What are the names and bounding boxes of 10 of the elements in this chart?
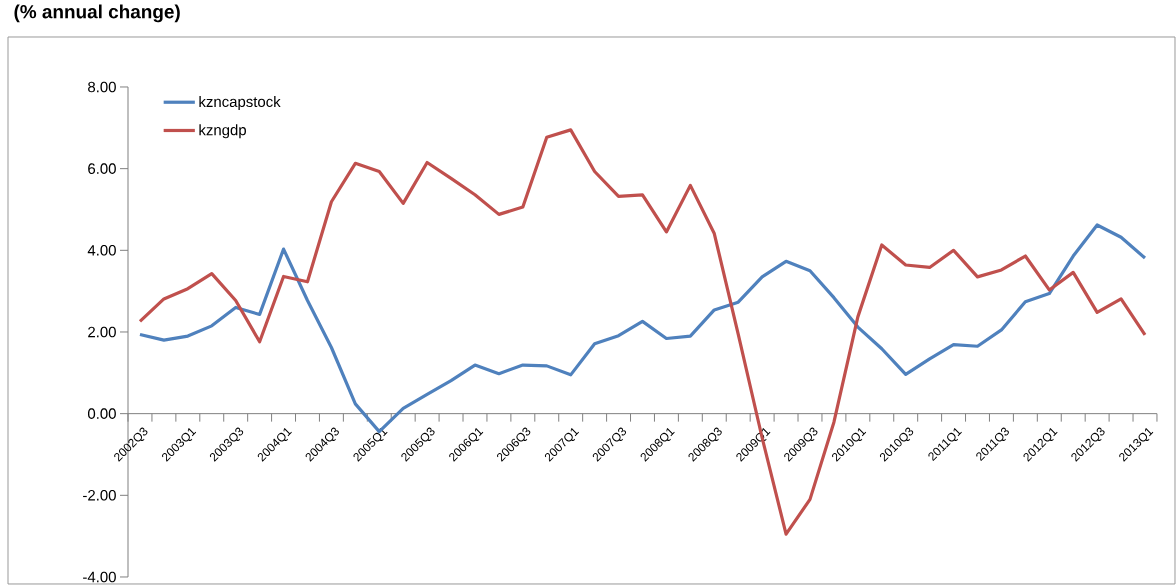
- y-tick-label: 2.00: [88, 326, 116, 338]
- y-tick-label: -2.00: [83, 490, 116, 501]
- legend-label: kzngdp: [199, 124, 246, 139]
- chart-title: (% annual change): [14, 4, 180, 23]
- y-tick-label: 0.00: [87, 408, 116, 420]
- y-tick-label: 8.00: [88, 81, 116, 93]
- legend-label: kzncapstock: [199, 96, 281, 111]
- y-tick-label: 4.00: [87, 245, 116, 256]
- y-tick-label: 6.00: [88, 163, 116, 175]
- y-tick-label: -4.00: [83, 571, 116, 583]
